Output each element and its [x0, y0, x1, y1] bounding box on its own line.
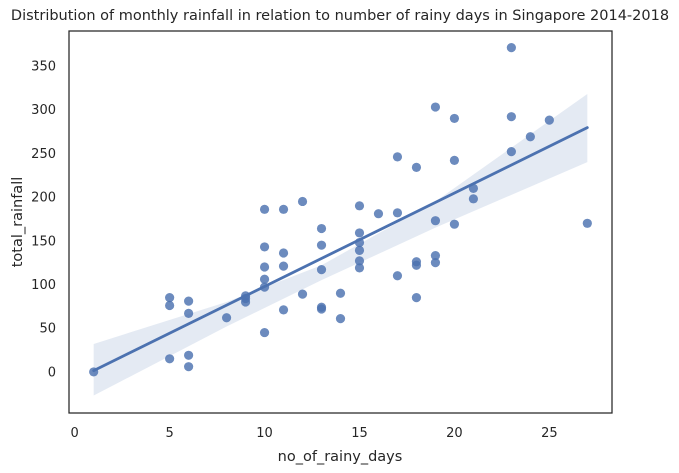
x-tick-label: 5	[165, 426, 173, 441]
data-point	[411, 260, 422, 270]
data-point	[544, 115, 554, 125]
y-tick-label: 50	[39, 322, 56, 337]
y-tick-labels: 0 50 100 150 200 250 300 350	[31, 59, 56, 380]
data-point	[392, 152, 403, 162]
data-point	[354, 201, 365, 211]
x-axis-label: no_of_rainy_days	[278, 449, 403, 465]
data-point	[430, 258, 441, 268]
data-point	[165, 354, 175, 364]
y-tick-label: 0	[48, 365, 56, 380]
data-point	[373, 209, 384, 219]
y-tick-label: 250	[31, 147, 56, 162]
plot-area	[69, 31, 612, 413]
data-point	[392, 208, 403, 218]
data-point	[316, 240, 327, 250]
data-point	[259, 204, 270, 214]
points-layer	[89, 43, 592, 377]
data-point	[316, 223, 327, 234]
data-point	[430, 251, 441, 261]
data-point	[297, 289, 308, 299]
data-point	[259, 274, 270, 284]
confidence-band-layer	[93, 93, 588, 396]
y-axis-label: total_rainfall	[10, 177, 26, 268]
data-point	[392, 271, 403, 281]
data-point	[297, 196, 308, 207]
data-point	[411, 162, 422, 172]
data-point	[468, 194, 479, 204]
data-point	[278, 204, 289, 214]
data-point	[316, 265, 327, 275]
data-point	[582, 218, 592, 228]
data-point	[354, 263, 365, 273]
data-point	[506, 112, 516, 122]
data-point	[259, 327, 270, 338]
regression-line	[92, 126, 589, 373]
chart-title: Distribution of monthly rainfall in rela…	[11, 8, 669, 24]
x-tick-label: 25	[541, 426, 558, 441]
data-point	[430, 216, 441, 226]
data-point	[525, 132, 535, 142]
data-point	[165, 293, 175, 303]
data-point	[335, 288, 346, 298]
plot-frame	[68, 30, 613, 414]
data-point	[259, 262, 270, 272]
regression-line-layer	[92, 126, 589, 373]
data-point	[430, 102, 441, 112]
data-point	[411, 293, 422, 303]
data-point	[240, 297, 251, 307]
y-tick-label: 150	[31, 234, 56, 249]
x-tick-label: 20	[446, 426, 463, 441]
data-point	[449, 219, 460, 229]
x-tick-label: 0	[71, 426, 79, 441]
data-point	[449, 113, 460, 124]
y-tick-label: 200	[31, 191, 56, 206]
data-point	[184, 362, 194, 372]
data-point	[506, 43, 516, 53]
data-point	[506, 147, 516, 157]
data-point	[335, 313, 346, 324]
y-tick-label: 300	[31, 103, 56, 118]
x-tick-label: 15	[351, 426, 368, 441]
data-point	[165, 300, 175, 311]
data-point	[316, 304, 327, 314]
data-point	[354, 245, 365, 256]
x-tick-labels: 0 5 10 15 20 25	[71, 426, 558, 441]
y-tick-label: 350	[31, 59, 56, 74]
confidence-band	[93, 93, 588, 396]
data-point	[278, 248, 289, 258]
data-point	[354, 256, 365, 266]
x-tick-label: 10	[256, 426, 273, 441]
y-tick-label: 100	[31, 278, 56, 293]
data-point	[221, 313, 232, 323]
data-point	[184, 350, 194, 360]
data-point	[278, 305, 289, 315]
data-point	[184, 296, 194, 306]
data-point	[449, 155, 460, 165]
data-point	[184, 308, 194, 318]
data-point	[259, 242, 270, 252]
data-point	[278, 261, 289, 271]
data-point	[354, 228, 365, 238]
